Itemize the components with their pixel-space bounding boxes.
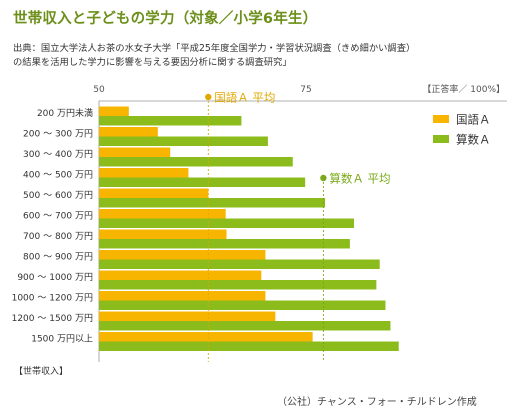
chart-title: 世帯収入と子どもの学力（対象／小学6年生） [13,11,318,27]
category-label: 400 ～ 500 万円 [23,170,93,181]
y-axis-label: 【世帯収入】 [14,365,68,377]
sansu-bar [99,177,306,187]
category-label: 200 ～ 300 万円 [23,129,93,140]
kokugo-bar [99,106,129,116]
category-label: 600 ～ 700 万円 [23,211,93,222]
kokugo-average-marker [205,93,212,101]
source-line-2: の結果を活用した学力に影響を与える要因分析に関する調査研究」 [13,57,292,68]
sansu-bar [99,300,386,310]
category-label: 300 ～ 400 万円 [23,149,93,160]
sansu-bar [99,218,355,228]
kokugo-bar [99,188,209,198]
sansu-bar [99,321,391,331]
sansu-bar [99,116,242,126]
credit-note: （公社）チャンス・フォー・チルドレン作成 [277,397,477,408]
category-label: 500 ～ 600 万円 [23,190,93,201]
category-label: 1000 ～ 1200 万円 [12,293,93,304]
sansu-bar [99,259,380,269]
kokugo-bar [99,168,189,178]
category-label: 1200 ～ 1500 万円 [12,313,93,324]
category-label: 900 ～ 1000 万円 [17,272,93,283]
category-label: 1500 万円以上 [31,334,93,345]
sansu-bar [99,280,377,290]
kokugo-bar [99,209,226,219]
kokugo-bar [99,250,266,260]
x-axis-label: 【正答率／ 100%】 [422,83,505,95]
legend-sansu-label: 算数Ａ [456,133,491,147]
sansu-bar [99,136,268,146]
kokugo-bar [99,291,266,301]
kokugo-bar [99,127,158,137]
x-tick-label-75: 75 [300,85,311,95]
sansu-average-marker [320,174,327,182]
kokugo-bar [99,270,262,280]
source-line-1: 出典：国立大学法人お茶の水女子大学「平成25年度全国学力・学習状況調査（きめ細か… [13,43,416,54]
category-label: 200 万円未満 [37,107,93,119]
sansu-bar [99,239,350,249]
x-tick-label-50: 50 [93,85,105,95]
sansu-bar [99,157,293,167]
category-label: 800 ～ 900 万円 [23,252,93,263]
kokugo-bar [99,311,276,321]
sansu-average-label: 算数Ａ 平均 [329,172,390,186]
kokugo-average-label: 国語Ａ 平均 [214,91,275,105]
kokugo-bar [99,229,227,239]
legend-kokugo-swatch [433,115,449,123]
kokugo-bar [99,147,171,157]
sansu-bar [99,341,399,351]
category-label: 700 ～ 800 万円 [23,231,93,242]
kokugo-bar [99,332,313,342]
legend-sansu-swatch [433,135,449,143]
sansu-bar [99,198,326,208]
legend-kokugo-label: 国語Ａ [456,113,491,127]
source-note: 出典：国立大学法人お茶の水女子大学「平成25年度全国学力・学習状況調査（きめ細か… [13,42,415,70]
